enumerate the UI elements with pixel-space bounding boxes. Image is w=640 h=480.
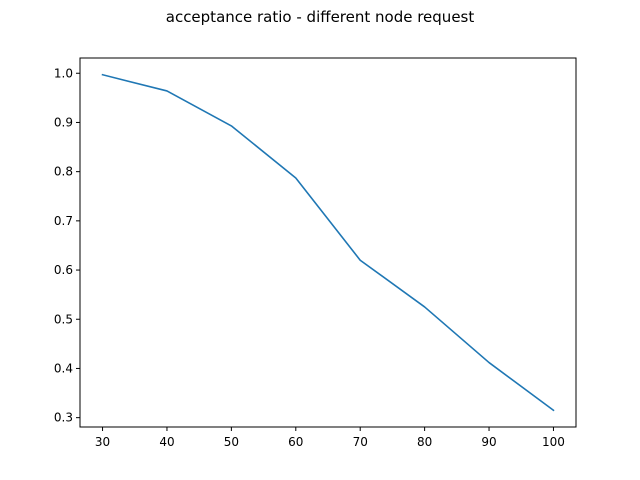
chart-title: acceptance ratio - different node reques… [166,8,475,26]
x-tick-label: 60 [288,435,303,449]
x-tick-label: 90 [481,435,496,449]
x-tick-label: 70 [353,435,368,449]
plot-area: 30 40 50 60 70 80 90 100 0.3 0.4 0.5 0.6 0.7 0.8 0.9 1.… [54,57,577,449]
x-tick-label: 30 [95,435,110,449]
plot-frame [79,57,577,428]
x-tick-label: 80 [417,435,432,449]
series-line-1 [101,73,555,412]
y-tick-label: 0.6 [54,263,73,277]
y-tick-label: 0.7 [54,214,73,228]
y-tick-label: 0.4 [54,361,73,375]
y-tick-label: 1.0 [54,66,73,80]
x-tick-label: 40 [159,435,174,449]
y-tick-label: 0.9 [54,115,73,129]
y-tick-label: 0.3 [54,411,73,425]
x-tick-label: 100 [542,435,565,449]
x-tick-label: 50 [224,435,239,449]
y-tick-label: 0.5 [54,312,73,326]
y-tick-label: 0.8 [54,165,73,179]
